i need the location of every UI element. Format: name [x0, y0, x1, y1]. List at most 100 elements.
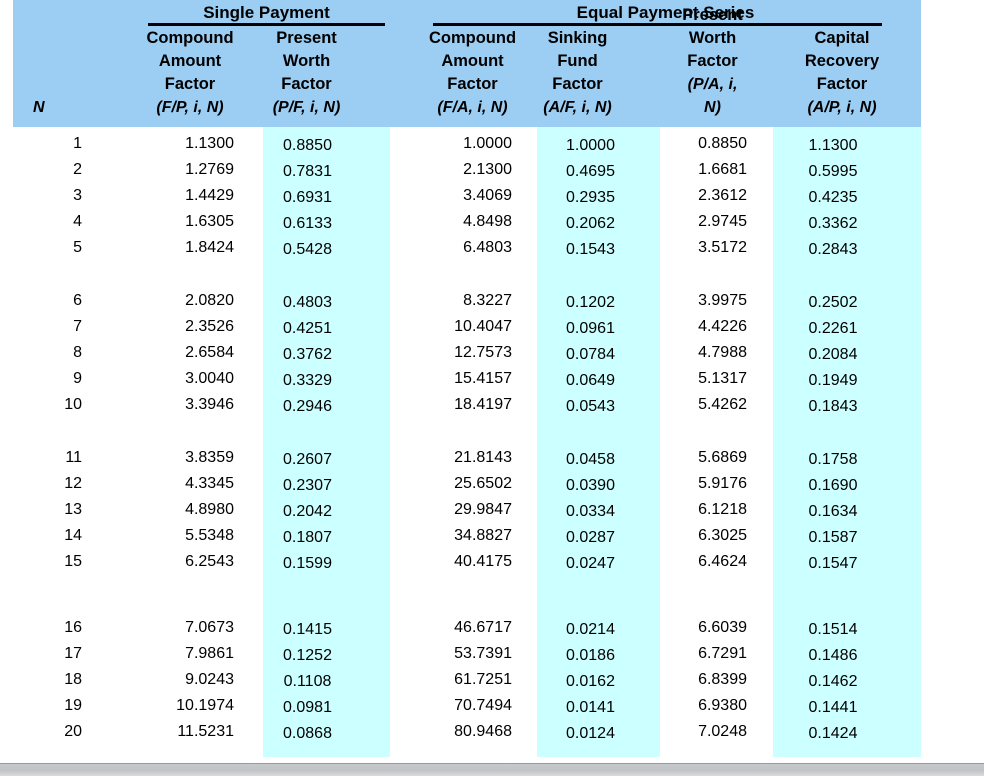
cell-ap-row4: 0.3362 [808, 215, 858, 232]
header-line: Present [276, 29, 337, 47]
table-row-2: 2 1.2769 0.7831 2.1300 0.4695 1.6681 0.5995 [13, 157, 921, 183]
cell-n-row20: 20 [64, 723, 82, 740]
cell-pa-row2: 1.6681 [698, 161, 747, 178]
header-line: Factor [447, 75, 498, 93]
cell-pf-row16: 0.1415 [283, 621, 332, 638]
cell-af-row5: 0.1543 [566, 241, 615, 258]
cell-af-row13: 0.0334 [566, 503, 615, 520]
header-factor-notation: (P/F, i, N) [272, 99, 341, 116]
header-factor-notation: (A/F, i, N) [543, 99, 612, 116]
cell-fp-row10: 3.3946 [185, 396, 234, 413]
cell-pf-row15: 0.1599 [283, 555, 332, 572]
column-header-pa: Present Worth Factor (P/A, i, N) [680, 4, 755, 119]
table-row-8: 8 2.6584 0.3762 12.7573 0.0784 4.7988 0.2084 [13, 340, 921, 366]
header-factor-notation: (F/P, i, N) [156, 99, 224, 116]
column-header-n: N [13, 96, 95, 119]
table-row-3: 3 1.4429 0.6931 3.4069 0.2935 2.3612 0.4235 [13, 183, 921, 209]
cell-fp-row15: 6.2543 [185, 553, 234, 570]
cell-fa-row8: 12.7573 [454, 344, 512, 361]
cell-pf-row3: 0.6931 [283, 189, 332, 206]
cyan-stripe-present-worth-pf [263, 127, 390, 757]
cell-pa-row12: 5.9176 [698, 475, 747, 492]
cyan-stripe-sinking-fund-af [537, 127, 660, 757]
header-factor-notation: N [33, 99, 45, 116]
cell-pf-row7: 0.4251 [283, 320, 332, 337]
cell-pa-row7: 4.4226 [698, 318, 747, 335]
cell-n-row9: 9 [73, 370, 82, 387]
cell-fa-row3: 3.4069 [463, 187, 512, 204]
table-row-7: 7 2.3526 0.4251 10.4047 0.0961 4.4226 0.2261 [13, 314, 921, 340]
cell-n-row3: 3 [73, 187, 82, 204]
cell-n-row13: 13 [64, 501, 82, 518]
column-header-fa: Compound Amount Factor (F/A, i, N) [420, 27, 525, 119]
cell-pf-row18: 0.1108 [283, 673, 332, 690]
row-group-gap [13, 418, 921, 445]
table-row-10: 10 3.3946 0.2946 18.4197 0.0543 5.4262 0.1843 [13, 392, 921, 418]
cell-pa-row15: 6.4624 [698, 553, 747, 570]
header-factor-notation: (F/A, i, N) [437, 99, 508, 116]
cell-af-row10: 0.0543 [566, 398, 615, 415]
cell-af-row1: 1.0000 [566, 137, 615, 154]
cell-fa-row18: 61.7251 [454, 671, 512, 688]
header-line: Factor [816, 75, 868, 93]
cell-pa-row18: 6.8399 [698, 671, 747, 688]
table-row-14: 14 5.5348 0.1807 34.8827 0.0287 6.3025 0.1587 [13, 523, 921, 549]
cell-n-row4: 4 [73, 213, 82, 230]
header-line: Amount [441, 52, 504, 70]
table-row-5: 5 1.8424 0.5428 6.4803 0.1543 3.5172 0.2843 [13, 235, 921, 261]
header-line: Compound [146, 29, 234, 47]
cell-af-row8: 0.0784 [566, 346, 615, 363]
cell-pf-row1: 0.8850 [283, 137, 332, 154]
cell-pa-row10: 5.4262 [698, 396, 747, 413]
table-row-17: 17 7.9861 0.1252 53.7391 0.0186 6.7291 0.1486 [13, 641, 921, 667]
cell-fp-row19: 10.1974 [176, 697, 234, 714]
cell-pa-row4: 2.9745 [698, 213, 747, 230]
header-line: Capital [814, 29, 870, 47]
table-row-15: 15 6.2543 0.1599 40.4175 0.0247 6.4624 0.1547 [13, 549, 921, 575]
cell-fa-row19: 70.7494 [454, 697, 512, 714]
cell-fa-row5: 6.4803 [463, 239, 512, 256]
cell-fp-row8: 2.6584 [185, 344, 234, 361]
cell-n-row5: 5 [73, 239, 82, 256]
column-header-pf: Present Worth Factor (P/F, i, N) [263, 27, 390, 119]
cell-pa-row1: 0.8850 [698, 135, 747, 152]
cell-ap-row14: 0.1587 [808, 529, 858, 546]
table-row-12: 12 4.3345 0.2307 25.6502 0.0390 5.9176 0.1690 [13, 471, 921, 497]
cell-pf-row20: 0.0868 [283, 725, 332, 742]
cell-af-row7: 0.0961 [566, 320, 615, 337]
table-row-6: 6 2.0820 0.4803 8.3227 0.1202 3.9975 0.2502 [13, 288, 921, 314]
cell-fp-row17: 7.9861 [185, 645, 234, 662]
cyan-stripe-capital-recovery-ap [773, 127, 921, 757]
cell-fp-row6: 2.0820 [185, 292, 234, 309]
cell-fp-row13: 4.8980 [185, 501, 234, 518]
cell-pf-row4: 0.6133 [283, 215, 332, 232]
cell-af-row9: 0.0649 [566, 372, 615, 389]
cell-fp-row1: 1.1300 [185, 135, 234, 152]
cell-pf-row10: 0.2946 [283, 398, 332, 415]
cell-pa-row6: 3.9975 [698, 292, 747, 309]
header-line: Sinking [547, 29, 608, 47]
cell-fa-row15: 40.4175 [454, 553, 512, 570]
cell-pa-row8: 4.7988 [698, 344, 747, 361]
header-factor-notation: (P/A, i, N) [687, 76, 738, 116]
cell-af-row17: 0.0186 [566, 647, 615, 664]
cell-pa-row17: 6.7291 [698, 645, 747, 662]
cell-fp-row14: 5.5348 [185, 527, 234, 544]
cell-af-row20: 0.0124 [566, 725, 615, 742]
header-line: Worth Factor [281, 52, 332, 93]
table-row-20: 20 11.5231 0.0868 80.9468 0.0124 7.0248 0.1424 [13, 719, 921, 745]
cell-fp-row11: 3.8359 [185, 449, 234, 466]
column-header-row: N Compound Amount Factor (F/P, i, N) Present W… [13, 4, 921, 119]
cell-ap-row15: 0.1547 [808, 555, 858, 572]
group-header-single-payment: Single Payment [148, 2, 385, 26]
cell-pa-row3: 2.3612 [698, 187, 747, 204]
cell-af-row6: 0.1202 [566, 294, 615, 311]
cell-fa-row16: 46.6717 [454, 619, 512, 636]
cell-n-row16: 16 [64, 619, 82, 636]
cell-n-row2: 2 [73, 161, 82, 178]
cell-fp-row3: 1.4429 [185, 187, 234, 204]
cell-fp-row4: 1.6305 [185, 213, 234, 230]
cell-fa-row9: 15.4157 [454, 370, 512, 387]
cell-fp-row18: 9.0243 [185, 671, 234, 688]
